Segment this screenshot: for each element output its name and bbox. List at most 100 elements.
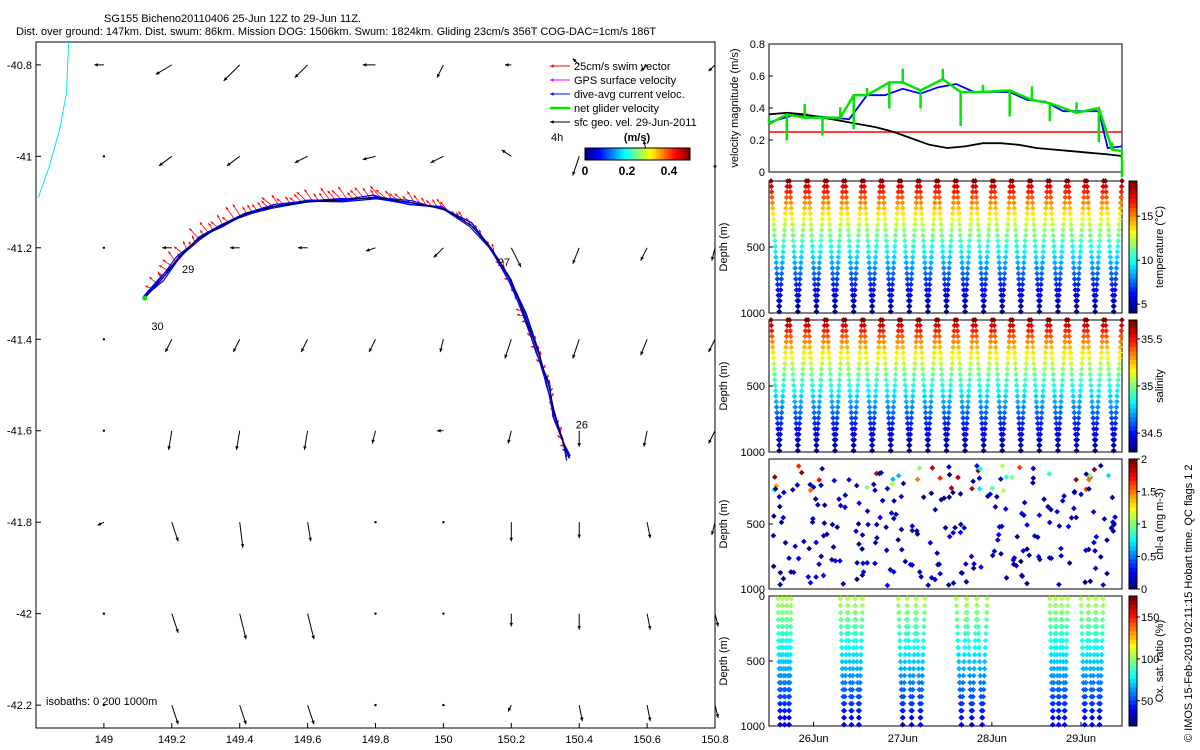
field-vector [171, 613, 179, 634]
chla-colorbar-cell [1129, 506, 1137, 512]
field-vector [365, 247, 376, 252]
chla-points [770, 462, 1118, 589]
oxygen-colorbar-cell [1129, 674, 1137, 679]
track-end-marker [142, 295, 148, 301]
field-vector [577, 613, 581, 630]
chla-ytick-label: 1000 [741, 584, 765, 596]
temperature-colorbar-frame [1128, 180, 1138, 314]
oxygen-colorbar-cell [1129, 609, 1137, 614]
oxygen-colorbar-cell [1129, 717, 1137, 723]
temperature-colorbar-cell [1129, 185, 1137, 191]
salinity-colorbar-cell [1129, 359, 1137, 365]
oxygen-colorbar-cell [1129, 661, 1137, 666]
legend-entry: sfc geo. vel. 29-Jun-2011 [574, 117, 697, 129]
field-vector [298, 246, 308, 250]
oxygen-frame [768, 595, 1123, 727]
swim-vector [402, 195, 410, 203]
map-colorbar-cell [629, 148, 633, 160]
field-vector [307, 522, 312, 542]
salinity-colorbar-cell [1129, 438, 1137, 444]
field-vector [239, 613, 247, 640]
field-vector [303, 430, 309, 451]
map-colorbar-cell [600, 148, 604, 160]
map-ytick-label: -42.2 [7, 700, 32, 712]
field-vector [437, 428, 444, 433]
field-vector [640, 339, 648, 356]
map-colorbar-cell [687, 148, 691, 160]
velocity-ylabel: velocity magnitude (m/s) [729, 48, 741, 167]
field-vector [158, 155, 173, 167]
chla-colorbar-cell [1129, 537, 1137, 542]
map-xtick-label: 150.4 [565, 734, 593, 746]
time-xtick-label: 26Jun [799, 733, 829, 745]
field-vector [362, 63, 376, 67]
oxygen-colorbar-cell [1129, 648, 1137, 653]
field-vector [223, 64, 241, 82]
chla-colorbar-tick-label: 1 [1141, 519, 1147, 531]
salinity-colorbar-cell [1129, 443, 1137, 449]
velocity-ytick-label: 0.6 [750, 71, 765, 83]
salinity-colorbar-tick-label: 35 [1141, 381, 1153, 393]
map-xtick-label: 149.6 [294, 734, 322, 746]
plot-title: SG155 Bicheno20110406 25-Jun 12Z to 29-J… [104, 13, 362, 25]
map-colorbar-cell [619, 148, 623, 160]
temperature-colorbar-label: temperature (°C) [1154, 206, 1166, 288]
field-vector [510, 247, 522, 268]
time-xtick-label: 28Jun [977, 733, 1007, 745]
oxygen-colorbar-cell [1129, 626, 1137, 632]
temperature-colorbar-cell [1129, 269, 1137, 274]
oxygen-colorbar-cell [1129, 704, 1137, 710]
velocity-series-line [768, 77, 1123, 153]
oxygen-colorbar-cell [1129, 622, 1137, 627]
map-colorbar-cell [627, 148, 631, 160]
chla-colorbar-cell [1129, 528, 1137, 534]
field-vector [374, 612, 377, 615]
chla-colorbar-cell [1129, 489, 1137, 495]
velocity-ytick-label: 0.4 [750, 103, 765, 115]
chla-colorbar-cell [1129, 576, 1137, 581]
legend-entry: GPS surface velocity [574, 75, 677, 87]
field-vector [640, 64, 648, 72]
temperature-colorbar-cell [1129, 207, 1137, 213]
field-vector [572, 58, 580, 66]
field-vector [371, 430, 376, 444]
dac-track [144, 196, 571, 457]
temperature-colorbar-cell [1129, 194, 1137, 200]
oxygen-colorbar-tick-label: 100 [1141, 654, 1159, 666]
map-colorbar-cell [674, 148, 678, 160]
chla-colorbar-cell [1129, 558, 1137, 564]
map-xtick-label: 149 [95, 734, 113, 746]
map-colorbar-frame [584, 147, 691, 161]
footer-note: © IMOS 15-Feb-2019 02:11:15 Hobart time.… [1183, 464, 1195, 742]
chla-colorbar-cell [1129, 493, 1137, 499]
oxygen-colorbar-cell [1129, 635, 1137, 640]
field-vector [239, 704, 247, 725]
field-vector [167, 430, 173, 451]
temperature-colorbar-cell [1129, 242, 1137, 248]
map-xtick-label: 149.4 [226, 734, 254, 746]
salinity-colorbar-tick-label: 35.5 [1141, 334, 1162, 346]
chla-colorbar-cell [1129, 467, 1137, 473]
map-colorbar-cell [661, 148, 665, 160]
map-ytick-label: -41.2 [7, 243, 32, 255]
oxygen-colorbar-tick-label: 150 [1141, 612, 1159, 624]
temperature-colorbar-tick-label: 15 [1141, 211, 1153, 223]
chla-ytick-label: 500 [747, 519, 765, 531]
swim-vector [320, 187, 331, 201]
oxygen-colorbar-cell [1129, 643, 1137, 649]
salinity-colorbar-cell [1129, 320, 1137, 325]
salinity-colorbar-cell [1129, 346, 1137, 352]
field-vector [102, 338, 106, 341]
map-colorbar-cell [603, 148, 607, 160]
salinity-colorbar-cell [1129, 430, 1137, 435]
time-xtick-label: 29Jun [1066, 733, 1096, 745]
glider-track [144, 196, 570, 459]
salinity-colorbar-cell [1129, 333, 1137, 339]
temperature-colorbar-cell [1129, 225, 1137, 230]
temperature-colorbar-cell [1129, 308, 1137, 314]
field-vector [307, 704, 315, 725]
chla-colorbar-tick-label: 1.5 [1141, 487, 1156, 499]
field-vector [374, 703, 377, 707]
field-vector [501, 149, 512, 157]
